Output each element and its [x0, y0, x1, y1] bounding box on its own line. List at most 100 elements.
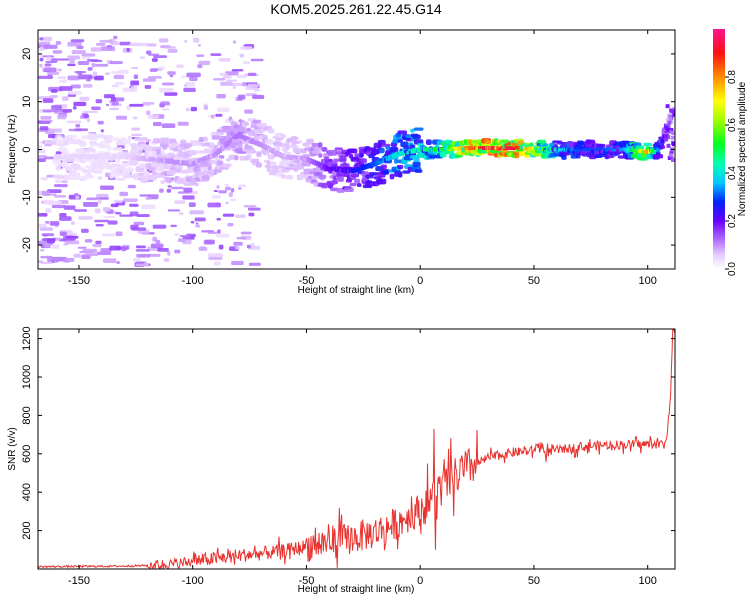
- spectrogram-noise-cell: [74, 209, 88, 212]
- spectrogram-edge-cell: [671, 130, 675, 135]
- spectrogram-core-cell: [64, 154, 69, 160]
- spectrogram-noise-cell: [92, 243, 102, 248]
- spectrogram-noise-cell: [174, 249, 181, 254]
- spectrogram-x-tick-label: -50: [298, 275, 314, 287]
- spectrogram-noise-cell: [136, 214, 150, 217]
- spectrogram-noise-cell: [59, 231, 67, 236]
- spectrogram-noise-cell: [240, 231, 252, 235]
- spectrogram-core-cell: [400, 150, 405, 156]
- spectrogram-core-cell: [392, 153, 397, 159]
- spectrogram-noise-cell: [203, 105, 209, 110]
- spectrogram-ridge-cell: [256, 151, 262, 157]
- spectrogram-core-cell: [144, 156, 149, 162]
- spectrogram-core-cell: [435, 147, 440, 152]
- spectrogram-noise-cell: [110, 203, 119, 208]
- spectrogram-ridge-cell: [198, 137, 205, 143]
- spectrogram-ridge-cell: [588, 154, 597, 160]
- spectrogram-noise-cell: [61, 180, 68, 184]
- spectrogram-core-cell: [152, 157, 157, 163]
- spectrogram-core-cell: [467, 146, 472, 151]
- spectrogram-noise-cell: [159, 88, 174, 93]
- spectrogram-noise-cell: [40, 261, 53, 265]
- spectrogram-noise-cell: [70, 84, 81, 89]
- spectrogram-ridge-cell: [156, 155, 165, 159]
- spectrogram-ridge-cell: [377, 178, 387, 185]
- spectrogram-ridge-cell: [243, 122, 250, 126]
- spectrogram-core-cell: [363, 164, 368, 170]
- spectrogram-ridge-cell: [166, 152, 175, 157]
- spectrogram-noise-cell: [78, 74, 93, 80]
- spectrogram-ridge-cell: [264, 139, 274, 145]
- spectrogram-noise-cell: [130, 80, 140, 86]
- spectrogram-core-cell: [410, 148, 415, 154]
- spectrogram-ridge-cell: [389, 173, 395, 180]
- spectrogram-core-cell: [310, 158, 315, 164]
- spectrogram-noise-cell: [229, 198, 237, 202]
- spectrogram-ridge-cell: [221, 145, 232, 151]
- spectrogram-noise-cell: [94, 219, 110, 223]
- spectrogram-noise-cell: [185, 82, 196, 87]
- spectrogram-noise-cell: [47, 256, 60, 262]
- spectrogram-core-cell: [611, 147, 616, 152]
- spectrogram-noise-cell: [70, 221, 75, 225]
- spectrogram-edge-cell: [672, 112, 675, 117]
- spectrogram-noise-cell: [213, 261, 221, 266]
- spectrogram-ridge-cell: [311, 179, 318, 183]
- spectrogram-noise-cell: [135, 248, 150, 252]
- spectrogram-ridge-cell: [485, 140, 492, 144]
- spectrogram-noise-cell: [177, 238, 186, 243]
- spectrogram-ridge-cell: [150, 175, 155, 179]
- spectrogram-core-cell: [660, 139, 665, 144]
- spectrogram-noise-cell: [41, 233, 55, 237]
- spectrogram-noise-cell: [243, 205, 257, 208]
- spectrogram-noise-cell: [171, 186, 184, 190]
- spectrogram-ridge-cell: [85, 165, 93, 169]
- spectrogram-noise-cell: [157, 66, 165, 70]
- spectrogram-core-cell: [119, 154, 124, 160]
- spectrogram-core-cell: [654, 148, 659, 153]
- colorbar-tick-label: 0.2: [727, 214, 738, 228]
- spectrogram-ridge-cell: [117, 172, 122, 177]
- spectrogram-noise-cell: [100, 185, 114, 190]
- snr-y-tick-label: 800: [21, 406, 33, 424]
- spectrogram-ridge-cell: [209, 142, 215, 149]
- spectrogram-ridge-cell: [73, 172, 81, 178]
- snr-panel: -150 -100 -50 0 50 100 200 400 600 800 1000 1200 H…: [7, 326, 676, 595]
- spectrogram-noise-cell: [38, 155, 47, 158]
- spectrogram-core-cell: [158, 157, 163, 163]
- spectrogram-edge-cell: [665, 104, 670, 109]
- spectrogram-noise-cell: [81, 53, 96, 57]
- spectrogram-noise-cell: [147, 114, 159, 119]
- spectrogram-noise-cell: [42, 109, 57, 113]
- spectrogram-core-cell: [455, 146, 460, 151]
- spectrogram-core-cell: [422, 147, 427, 152]
- spectrogram-ridge-cell: [53, 174, 64, 180]
- spectrogram-core-cell: [82, 154, 87, 160]
- spectrogram-ridge-cell: [653, 153, 664, 159]
- spectrogram-ridge-cell: [524, 153, 530, 158]
- spectrogram-ridge-cell: [380, 164, 387, 170]
- spectrogram-noise-cell: [115, 212, 122, 215]
- spectrogram-noise-cell: [177, 121, 189, 126]
- spectrogram-noise-cell: [195, 222, 199, 225]
- spectrogram-ridge-cell: [351, 173, 359, 177]
- spectrogram-ridge-cell: [397, 130, 408, 135]
- spectrogram-noise-cell: [131, 66, 138, 69]
- spectrogram-core-cell: [203, 155, 208, 161]
- spectrogram-noise-cell: [111, 71, 123, 74]
- spectrogram-core-cell: [213, 151, 218, 157]
- spectrogram-ridge-cell: [162, 144, 168, 150]
- spectrogram-ridge-cell: [282, 159, 289, 164]
- spectrogram-noise-cell: [121, 247, 127, 252]
- spectrogram-ridge-cell: [207, 165, 212, 171]
- spectrogram-ridge-cell: [344, 187, 354, 192]
- spectrogram-noise-cell: [174, 233, 179, 236]
- spectrogram-core-cell: [381, 157, 386, 163]
- spectrogram-ridge-cell: [197, 150, 206, 154]
- spectrogram-core-cell: [256, 141, 261, 147]
- spectrogram-noise-cell: [67, 75, 80, 81]
- snr-y-tick-label: 600: [21, 445, 33, 463]
- spectrogram-noise-cell: [74, 71, 87, 74]
- spectrogram-noise-cell: [115, 231, 123, 237]
- spectrogram-noise-cell: [152, 121, 162, 127]
